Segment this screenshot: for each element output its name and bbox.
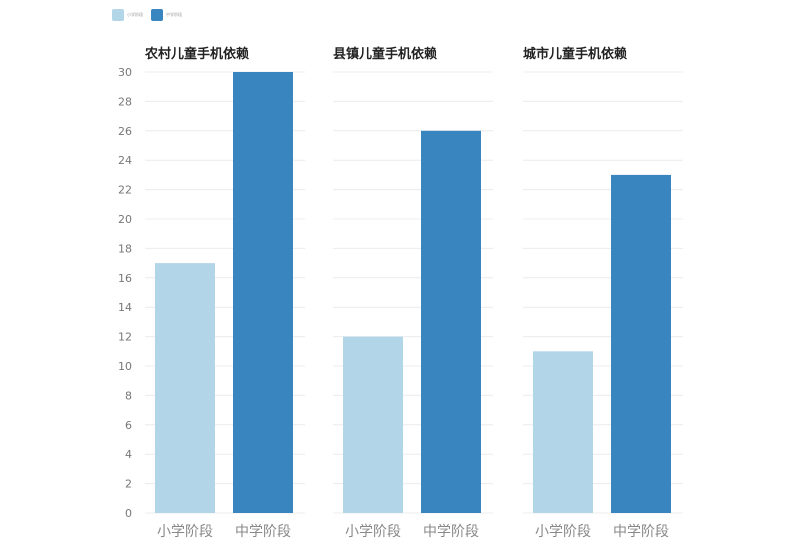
legend: 小学阶段 中学阶段: [112, 9, 182, 21]
bar-p0-1: [233, 72, 293, 513]
x-tick-label-p0-0: 小学阶段: [157, 524, 213, 540]
bar-p2-0: [533, 351, 593, 513]
y-tick-label-10: 20: [118, 213, 132, 226]
panel-title-0: 农村儿童手机依赖: [144, 46, 249, 62]
bar-p1-1: [421, 130, 481, 514]
legend-item-middle: 中学阶段: [151, 9, 182, 21]
legend-label-primary: 小学阶段: [127, 12, 143, 17]
y-tick-label-6: 12: [118, 331, 132, 344]
bar-p1-0: [343, 336, 403, 513]
y-tick-label-2: 4: [125, 448, 132, 461]
legend-item-primary: 小学阶段: [112, 9, 143, 21]
y-tick-label-9: 18: [118, 242, 132, 255]
y-tick-label-3: 6: [125, 419, 132, 432]
x-tick-label-p1-1: 中学阶段: [423, 524, 479, 540]
y-tick-label-8: 16: [118, 272, 132, 285]
x-tick-label-p2-1: 中学阶段: [613, 524, 669, 540]
y-tick-label-7: 14: [118, 301, 132, 314]
bar-p2-1: [611, 174, 671, 513]
legend-swatch-middle: [151, 9, 163, 21]
panel-title-2: 城市儿童手机依赖: [523, 46, 627, 62]
y-tick-label-13: 26: [118, 125, 132, 138]
x-tick-label-p1-0: 小学阶段: [345, 524, 401, 540]
y-tick-label-0: 0: [125, 507, 132, 520]
y-tick-label-1: 2: [125, 478, 132, 491]
y-tick-label-12: 24: [118, 154, 132, 167]
y-tick-label-14: 28: [118, 95, 132, 108]
x-tick-label-p0-1: 中学阶段: [235, 524, 291, 540]
legend-label-middle: 中学阶段: [166, 12, 182, 17]
y-tick-label-5: 10: [118, 360, 132, 373]
y-tick-label-4: 8: [125, 389, 132, 402]
legend-swatch-primary: [112, 9, 124, 21]
y-tick-label-11: 22: [118, 184, 132, 197]
bar-p0-0: [155, 263, 215, 513]
y-tick-label-15: 30: [118, 66, 132, 79]
x-tick-label-p2-0: 小学阶段: [535, 524, 591, 540]
panel-title-1: 县镇儿童手机依赖: [333, 46, 437, 62]
